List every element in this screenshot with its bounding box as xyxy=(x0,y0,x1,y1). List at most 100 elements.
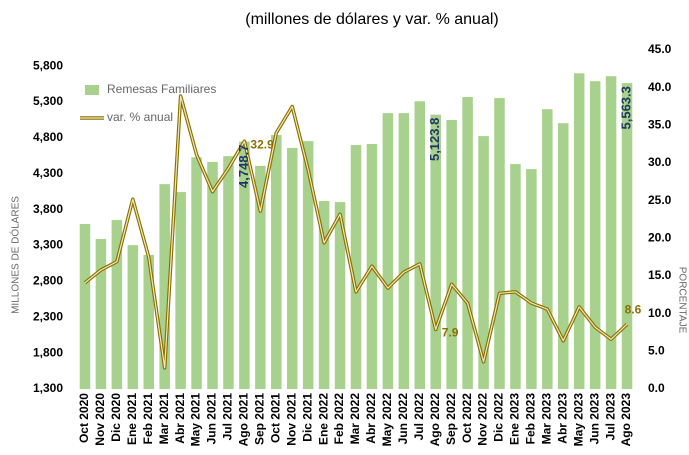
y2-tick-label: 0.0 xyxy=(648,381,665,395)
x-tick-label: Feb 2022 xyxy=(332,393,346,445)
x-tick-label: Feb 2023 xyxy=(524,393,538,445)
y2-tick-label: 40.0 xyxy=(648,80,672,94)
bar-value-label: 4,748.7 xyxy=(236,145,251,188)
line-value-label: 8.6 xyxy=(625,302,642,316)
y2-tick-label: 10.0 xyxy=(648,306,672,320)
bar xyxy=(95,239,107,389)
y2-tick-label: 35.0 xyxy=(648,118,672,132)
y2-tick-label: 30.0 xyxy=(648,155,672,169)
x-tick-label: Abr 2023 xyxy=(555,393,569,444)
bar xyxy=(605,76,617,389)
x-tick-label: Dic 2022 xyxy=(492,393,506,442)
bar xyxy=(430,114,441,389)
x-tick-label: Nov 2020 xyxy=(93,393,107,446)
y-tick-label: 2,800 xyxy=(33,274,63,288)
x-tick-label: Sep 2021 xyxy=(253,393,267,445)
y2-axis-label: PORCENTAJE xyxy=(676,267,687,334)
legend-label: Remesas Familiares xyxy=(107,82,216,96)
x-tick-label: Ene 2021 xyxy=(125,393,139,445)
y-tick-label: 5,300 xyxy=(33,94,63,108)
bar xyxy=(271,135,282,389)
y2-tick-label: 25.0 xyxy=(648,193,672,207)
x-tick-label: May 2021 xyxy=(189,393,203,447)
bar xyxy=(414,101,426,390)
bar xyxy=(127,245,139,389)
bar xyxy=(286,147,298,389)
bar xyxy=(557,123,569,389)
bar xyxy=(255,165,266,389)
x-tick-label: Abr 2022 xyxy=(364,393,378,444)
y-tick-label: 4,300 xyxy=(33,166,63,180)
bar xyxy=(175,192,186,389)
bar xyxy=(207,161,218,389)
x-tick-label: Jul 2022 xyxy=(412,393,426,441)
x-tick-label: Oct 2022 xyxy=(460,393,474,443)
x-tick-label: Sep 2022 xyxy=(444,393,458,445)
y-tick-label: 2,300 xyxy=(33,309,63,323)
legend-swatch xyxy=(85,85,99,95)
bar xyxy=(191,157,202,389)
x-tick-label: Dic 2020 xyxy=(109,393,123,442)
bar xyxy=(111,220,123,389)
x-tick-label: Oct 2021 xyxy=(268,393,282,443)
y-tick-label: 1,800 xyxy=(33,345,63,359)
y2-tick-label: 20.0 xyxy=(648,231,672,245)
bar xyxy=(382,113,394,389)
y-tick-label: 3,300 xyxy=(33,238,63,252)
bar xyxy=(446,119,457,389)
bar xyxy=(79,223,91,389)
x-tick-label: Abr 2021 xyxy=(173,393,187,444)
x-tick-label: Mar 2023 xyxy=(539,393,553,445)
y2-tick-label: 5.0 xyxy=(648,344,665,358)
line-value-label: 7.9 xyxy=(442,326,459,340)
x-tick-label: Mar 2022 xyxy=(348,393,362,445)
x-tick-label: Oct 2020 xyxy=(77,393,91,443)
x-tick-label: Nov 2022 xyxy=(476,393,490,446)
x-tick-label: May 2022 xyxy=(380,393,394,447)
bar-value-label: 5,563.3 xyxy=(618,86,633,129)
x-tick-label: Dic 2021 xyxy=(300,393,314,442)
bar xyxy=(526,169,537,389)
x-tick-label: Ene 2023 xyxy=(508,393,522,445)
bar xyxy=(478,136,489,389)
bar xyxy=(542,109,553,389)
bar xyxy=(589,81,601,389)
x-tick-label: Ago 2023 xyxy=(619,393,633,447)
bar xyxy=(510,164,521,389)
y-tick-label: 5,800 xyxy=(33,58,63,72)
bar xyxy=(223,156,234,389)
x-tick-label: Ago 2022 xyxy=(428,393,442,447)
bar xyxy=(239,141,250,389)
x-tick-label: Mar 2021 xyxy=(157,393,171,445)
x-tick-label: Ene 2022 xyxy=(316,393,330,445)
x-tick-label: Jun 2021 xyxy=(205,393,219,445)
x-tick-label: Feb 2021 xyxy=(141,393,155,445)
bar xyxy=(573,73,585,390)
x-tick-label: Jun 2023 xyxy=(587,393,601,445)
chart-title: (millones de dólares y var. % anual) xyxy=(245,11,498,28)
y-tick-label: 4,800 xyxy=(33,130,63,144)
x-tick-label: Jul 2021 xyxy=(221,393,235,441)
x-tick-label: Jun 2022 xyxy=(396,393,410,445)
bar xyxy=(350,145,362,389)
bar xyxy=(462,96,473,389)
bar xyxy=(398,113,410,389)
x-tick-label: May 2023 xyxy=(571,393,585,447)
y-tick-label: 3,800 xyxy=(33,202,63,216)
bar xyxy=(302,141,314,389)
x-tick-label: Ago 2021 xyxy=(237,393,251,447)
y-axis-label: MILLONES DE DÓLARES xyxy=(9,196,22,314)
bar xyxy=(159,184,170,389)
bar xyxy=(621,83,633,389)
bar xyxy=(494,98,505,390)
bar-value-label: 5,123.8 xyxy=(427,118,442,161)
legend-label: var. % anual xyxy=(107,110,173,124)
bar xyxy=(143,254,155,389)
x-tick-label: Jul 2023 xyxy=(603,393,617,441)
x-tick-label: Nov 2021 xyxy=(284,393,298,446)
y2-tick-label: 15.0 xyxy=(648,268,672,282)
bar xyxy=(334,202,346,389)
line-value-label: 32.9 xyxy=(250,137,274,151)
bar xyxy=(318,201,330,389)
